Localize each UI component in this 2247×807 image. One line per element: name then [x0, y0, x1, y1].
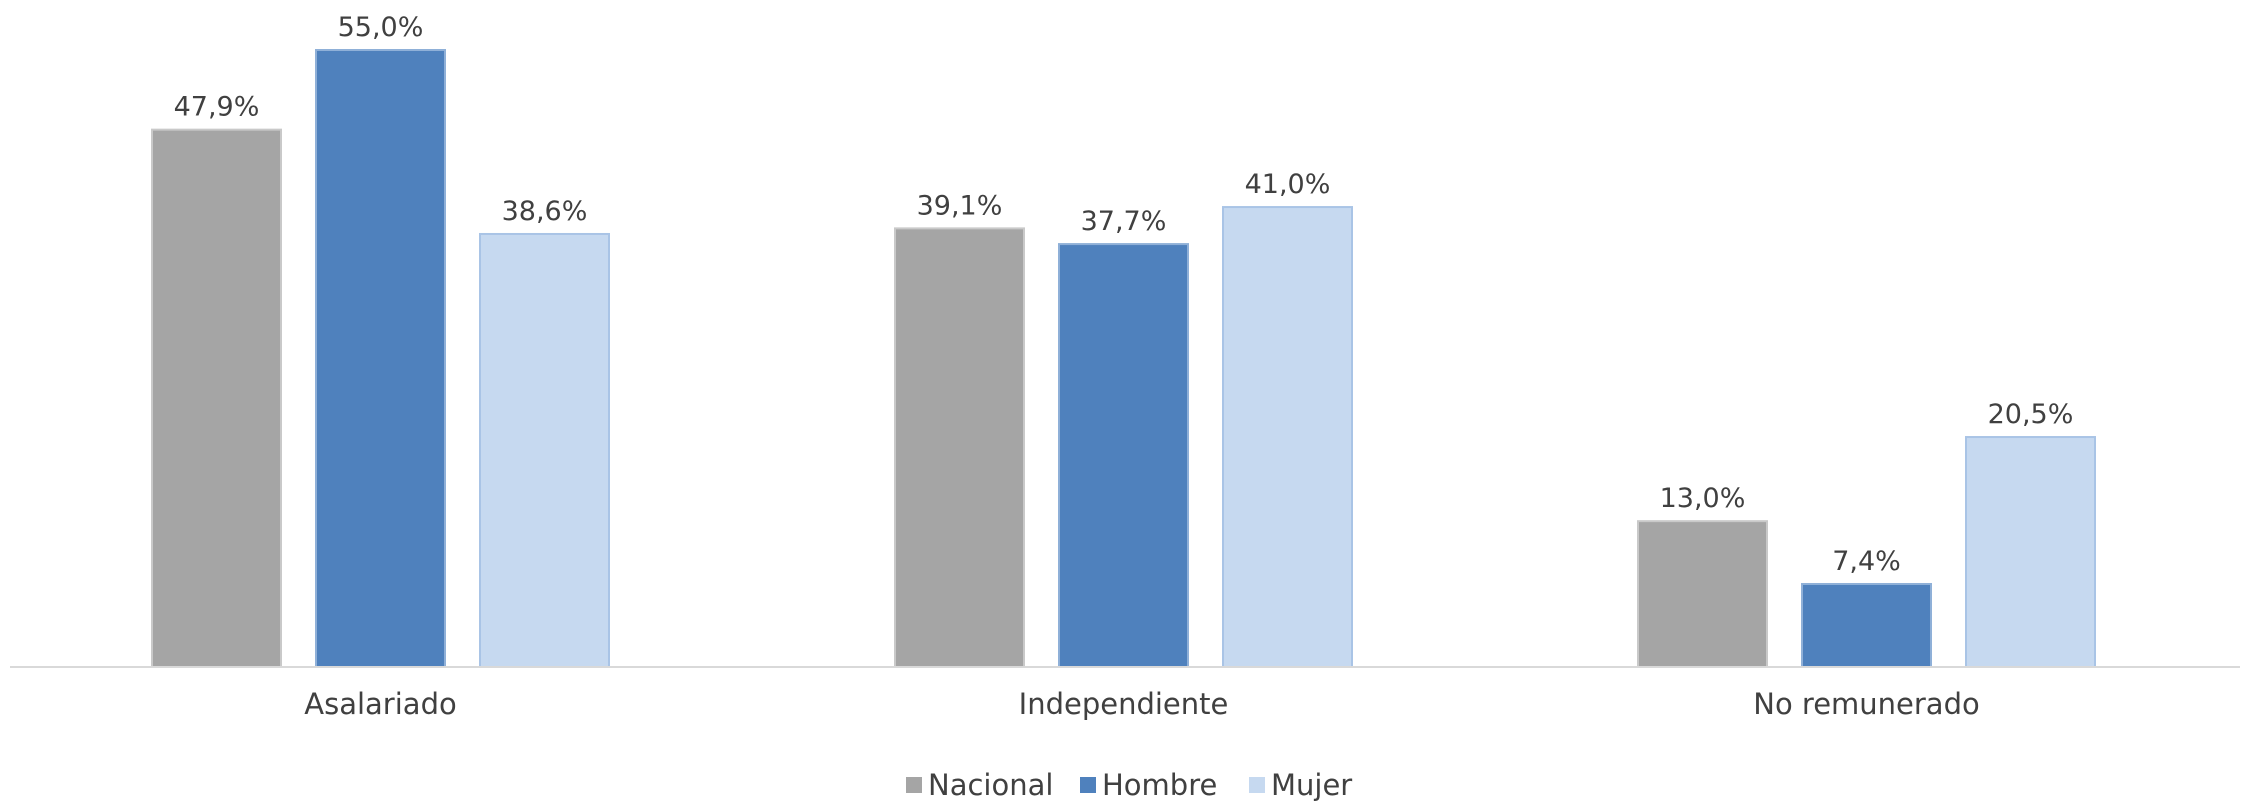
data-label-hombre-1: 55,0% [338, 12, 424, 43]
bar-hombre-3 [1801, 582, 1932, 669]
category-label-2: Independiente [1019, 687, 1229, 721]
category-labels-layer: Asalariado Independiente No remunerado [304, 687, 1979, 721]
bar-hombre-1 [315, 49, 446, 668]
legend-label-nacional: Nacional [928, 768, 1053, 802]
legend-swatch-nacional [906, 777, 922, 793]
data-label-mujer-1: 38,6% [502, 196, 588, 227]
bars-layer [151, 49, 2096, 669]
data-label-nacional-1: 47,9% [174, 92, 260, 123]
bar-nacional-2 [894, 227, 1025, 669]
data-label-nacional-2: 39,1% [917, 190, 1003, 221]
legend-label-hombre: Hombre [1102, 768, 1217, 802]
legend: Nacional Hombre Mujer [906, 768, 1352, 802]
category-label-3: No remunerado [1753, 687, 1979, 721]
legend-swatch-mujer [1249, 777, 1265, 793]
legend-label-mujer: Mujer [1271, 768, 1352, 802]
data-labels-layer: 47,9% 55,0% 38,6% 39,1% 37,7% 41,0% 13,0% 7,4% 2… [174, 12, 2074, 577]
data-label-mujer-2: 41,0% [1245, 169, 1331, 200]
bar-nacional-1 [151, 128, 282, 668]
bar-hombre-2 [1058, 243, 1189, 668]
data-label-hombre-3: 7,4% [1832, 546, 1901, 577]
bar-mujer-2 [1222, 206, 1353, 669]
data-label-mujer-3: 20,5% [1988, 399, 2074, 430]
legend-swatch-hombre [1080, 777, 1096, 793]
bar-mujer-1 [479, 232, 610, 668]
data-label-hombre-2: 37,7% [1081, 206, 1167, 237]
bar-nacional-3 [1637, 520, 1768, 668]
data-label-nacional-3: 13,0% [1660, 483, 1746, 514]
bar-mujer-3 [1965, 436, 2096, 669]
category-label-1: Asalariado [304, 687, 456, 721]
